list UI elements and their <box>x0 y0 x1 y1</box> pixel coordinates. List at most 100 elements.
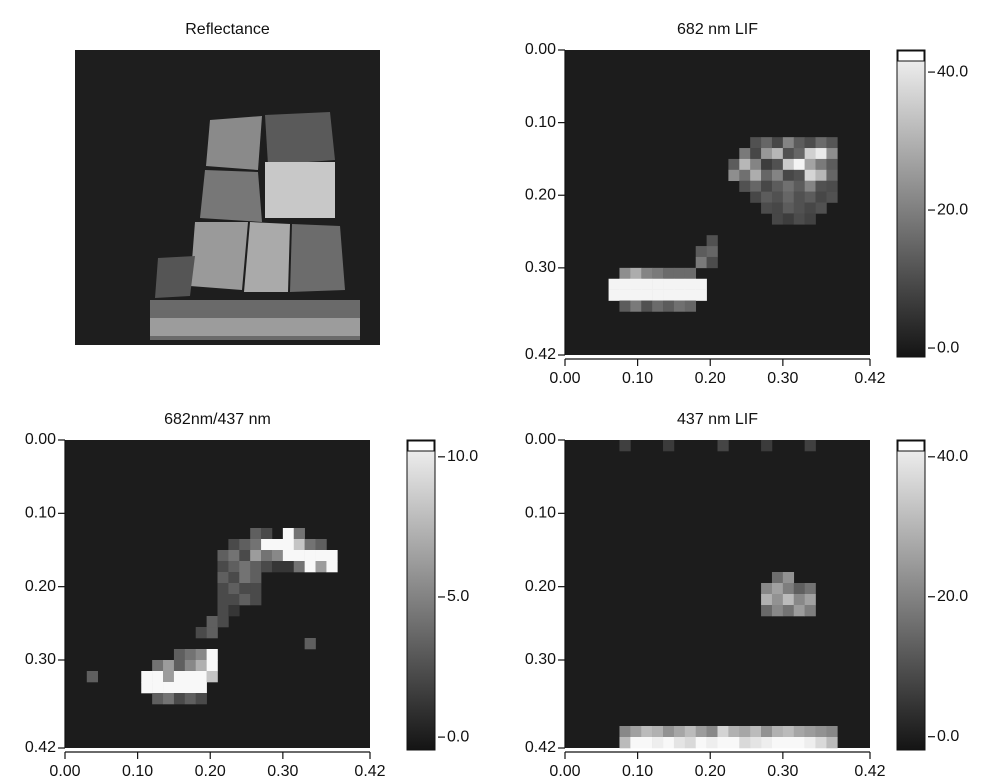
heat-cell <box>304 539 316 551</box>
heat-cell <box>826 169 838 182</box>
heat-cell <box>771 726 784 738</box>
heat-cell <box>630 289 642 301</box>
heat-cell <box>739 726 751 738</box>
heat-cell <box>771 191 784 203</box>
heat-cell <box>663 267 675 280</box>
heat-cell <box>184 671 197 683</box>
colorbar-tick-label: 40.0 <box>937 448 968 465</box>
heat-cell <box>804 213 816 225</box>
heat-cell <box>282 539 295 551</box>
colorbar-cap <box>897 50 925 62</box>
heat-cell <box>771 594 784 606</box>
heat-cell <box>152 682 164 694</box>
heat-cell <box>706 737 718 749</box>
heat-cell <box>271 539 284 551</box>
heat-cell <box>761 605 773 617</box>
heat-cell <box>717 726 729 738</box>
heat-cell <box>619 278 631 290</box>
heat-cell <box>239 594 251 606</box>
heat-cell <box>750 169 762 182</box>
heat-cell <box>217 572 229 584</box>
heat-cell <box>826 148 838 160</box>
heat-cell <box>782 191 795 203</box>
heat-cell <box>706 726 718 738</box>
heat-cell <box>619 300 631 312</box>
x-tick-label: 0.30 <box>767 370 798 387</box>
x-tick-label: 0.20 <box>695 763 726 780</box>
heat-cell <box>706 246 718 258</box>
heat-cell <box>184 682 197 694</box>
heat-cell <box>228 572 240 584</box>
colorbar <box>896 439 926 751</box>
heat-cell <box>826 737 838 749</box>
x-tick-label: 0.00 <box>549 370 580 387</box>
heat-cell <box>608 278 620 290</box>
x-tick-label: 0.42 <box>854 763 885 780</box>
x-tick-label: 0.10 <box>622 370 653 387</box>
heat-cell <box>750 148 762 160</box>
heat-cell <box>684 289 697 301</box>
heat-cell <box>641 737 653 749</box>
heat-cell <box>282 550 295 562</box>
heat-cell <box>261 539 273 551</box>
x-tick-label: 0.30 <box>267 763 298 780</box>
y-tick-label: 0.42 <box>25 739 56 756</box>
y-tick-label: 0.42 <box>525 346 556 363</box>
heat-cell <box>739 169 751 182</box>
heat-cell <box>771 737 784 749</box>
heat-cell <box>761 583 773 595</box>
heat-cell <box>782 594 795 606</box>
heat-cell <box>761 180 773 192</box>
x-tick-label: 0.42 <box>854 370 885 387</box>
y-tick-label: 0.00 <box>525 41 556 58</box>
heat-cell <box>717 737 729 749</box>
heat-cell <box>184 660 197 672</box>
heat-cell <box>630 300 642 312</box>
y-tick-label: 0.10 <box>525 505 556 522</box>
heat-cell <box>261 528 273 540</box>
heat-cell <box>652 726 664 738</box>
heat-cell <box>728 737 740 749</box>
heat-cell <box>163 671 175 683</box>
heat-cell <box>152 660 164 672</box>
heat-cell <box>815 191 827 203</box>
heat-cell <box>217 583 229 595</box>
heat-cell <box>152 693 164 705</box>
heat-cell <box>239 539 251 551</box>
heat-cell <box>684 737 697 749</box>
heat-cell <box>771 169 784 182</box>
heat-cell <box>793 158 805 171</box>
heat-cell <box>630 737 642 749</box>
heat-cell <box>195 682 207 694</box>
heat-cell <box>804 737 816 749</box>
heat-cell <box>261 550 273 562</box>
heat-cell <box>761 158 773 171</box>
x-tick-label: 0.20 <box>195 763 226 780</box>
heat-cell <box>673 737 686 749</box>
heat-cell <box>217 616 229 628</box>
heat-cell <box>228 605 240 617</box>
heat-cell <box>728 726 740 738</box>
heat-cell <box>771 180 784 192</box>
heat-cell <box>652 267 664 280</box>
heat-cell <box>250 561 262 573</box>
chart-title: 682 nm LIF <box>677 21 758 38</box>
heat-cell <box>195 693 207 705</box>
heat-cell <box>695 726 707 738</box>
heat-cell <box>304 561 316 573</box>
heat-cell <box>804 191 816 203</box>
heat-cell <box>217 605 229 617</box>
y-tick-label: 0.30 <box>525 651 556 668</box>
heat-cell <box>782 605 795 617</box>
heat-cell <box>619 440 631 452</box>
heat-cell <box>652 278 664 290</box>
heat-cell <box>619 267 631 280</box>
heat-cell <box>793 169 805 182</box>
heat-cell <box>326 561 338 573</box>
heat-cell <box>826 191 838 203</box>
heat-cell <box>782 148 795 160</box>
heat-cell <box>815 726 827 738</box>
heat-cell <box>761 169 773 182</box>
heat-cell <box>630 726 642 738</box>
heat-cell <box>663 440 675 452</box>
